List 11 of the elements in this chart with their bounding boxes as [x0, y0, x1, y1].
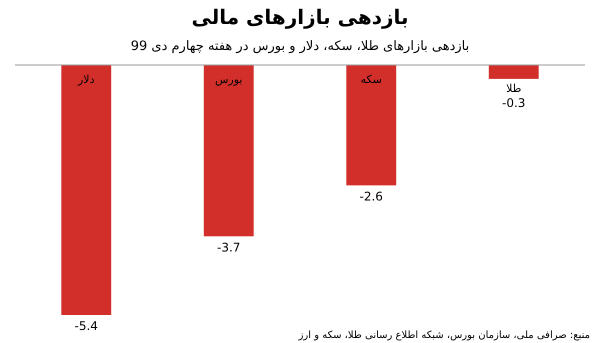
data-label: -2.6 — [360, 189, 383, 204]
x-tick-label: طلا — [506, 82, 522, 95]
data-label: -5.4 — [74, 319, 98, 333]
chart-subtitle: بازدهی بازارهای طلا، سکه، دلار و بورس در هفته چهارم دی 99 — [130, 39, 470, 54]
chart-title: بازدهی بازارهای مالی — [191, 5, 409, 29]
x-tick-label: بورس — [215, 73, 242, 86]
data-label: -0.3 — [502, 96, 526, 110]
x-tick-label: سکه — [360, 73, 382, 86]
data-label: -3.7 — [217, 240, 240, 254]
text: منبع: صرافی ملی، سازمان بورس، شبکه اطلاع رسانی طلا، سکه و ارز — [298, 330, 590, 341]
x-tick-label: دلار — [77, 73, 95, 86]
